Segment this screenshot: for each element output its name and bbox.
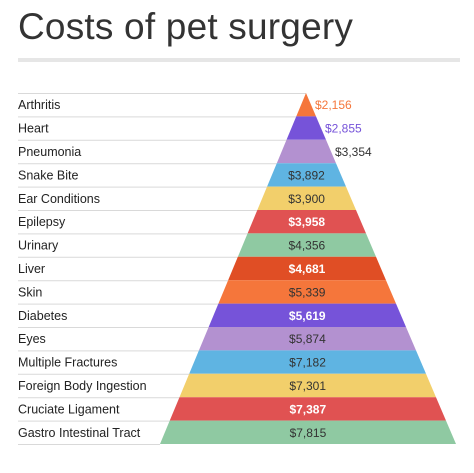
category-label: Snake Bite [18, 168, 79, 182]
title-divider [18, 58, 460, 62]
category-label: Liver [18, 262, 45, 276]
value-label: $2,855 [325, 122, 362, 136]
pyramid-band [296, 93, 316, 117]
pyramid-band [286, 116, 326, 140]
category-label: Epilepsy [18, 215, 66, 229]
pyramid-band [257, 186, 356, 210]
value-label: $7,301 [289, 379, 326, 393]
category-label: Skin [18, 285, 42, 299]
pyramid-band [267, 163, 346, 187]
pyramid-band [218, 280, 396, 304]
pyramid-band [247, 210, 366, 234]
category-label: Pneumonia [18, 145, 81, 159]
pyramid-band [237, 233, 376, 257]
value-label: $5,619 [289, 309, 326, 323]
pyramid-band [228, 256, 386, 281]
category-label: Multiple Fractures [18, 356, 117, 370]
pyramid-band [198, 327, 416, 351]
value-label: $7,815 [290, 426, 327, 440]
category-label: Arthritis [18, 98, 60, 112]
value-label: $7,182 [289, 356, 326, 370]
value-label: $3,354 [335, 145, 372, 159]
category-label: Eyes [18, 332, 46, 346]
value-label: $4,356 [289, 239, 326, 253]
value-label: $5,874 [289, 332, 326, 346]
chart-title: Costs of pet surgery [18, 6, 354, 47]
value-label: $3,900 [288, 192, 325, 206]
category-label: Heart [18, 122, 49, 136]
pyramid-band [189, 350, 426, 374]
pyramid-band [169, 397, 446, 421]
category-label: Gastro Intestinal Tract [18, 426, 141, 440]
pyramid-band [179, 373, 436, 398]
pyramid-band [208, 303, 406, 327]
category-label: Diabetes [18, 309, 67, 323]
value-label: $7,387 [289, 402, 326, 416]
category-label: Cruciate Ligament [18, 402, 120, 416]
category-label: Foreign Body Ingestion [18, 379, 147, 393]
pyramid-band [160, 420, 456, 444]
category-label: Urinary [18, 239, 59, 253]
value-label: $2,156 [315, 98, 352, 112]
value-label: $3,958 [288, 215, 325, 229]
pyramid-band [276, 139, 336, 164]
value-label: $3,892 [288, 168, 325, 182]
value-label: $5,339 [289, 285, 326, 299]
value-label: $4,681 [289, 262, 326, 276]
category-label: Ear Conditions [18, 192, 100, 206]
